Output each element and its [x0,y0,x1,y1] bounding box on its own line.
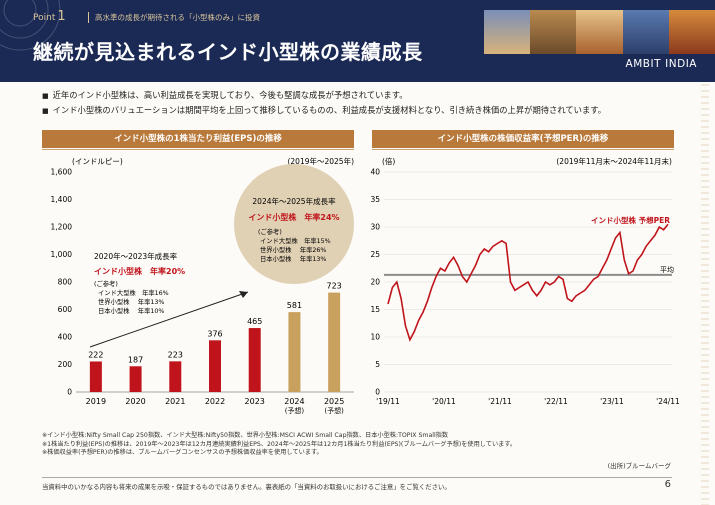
growth-box1-line: 日本小型株 年率10% [98,306,164,315]
per-y-tick-label: 20 [370,278,380,287]
eps-bar [248,328,261,392]
growth-box2-bubble [234,164,354,284]
per-y-tick-label: 40 [370,168,380,177]
growth-box2-highlight: インド小型株 年率24% [248,212,339,222]
growth-box1-title: 2020年～2023年成長率 [94,251,178,261]
per-series-label: インド小型株 予想PER [591,215,670,225]
per-y-tick-label: 0 [375,388,380,397]
eps-x-tick-label: 2019 [86,397,106,406]
bullet-item: 近年のインド小型株は、高い利益成長を実現しており、今後も堅調な成長が予想されてい… [42,88,606,103]
eps-bar-value-label: 376 [207,329,222,338]
header-photo-strip [484,10,715,54]
per-x-tick-label: '23/11 [600,397,624,406]
growth-box1-highlight: インド小型株 年率20% [94,266,185,276]
per-x-tick-label: '20/11 [432,397,456,406]
per-average-label: 平均 [660,265,674,274]
eps-x-tick-label: 2023 [245,397,265,406]
eps-x-tick-label: 2022 [205,397,225,406]
eps-bar [169,361,182,392]
eps-bar-value-label: 581 [287,301,302,310]
footnotes: ※インド小型株:Nifty Small Cap 250指数、インド大型株:Nif… [42,432,516,458]
eps-unit-label: (インドルピー) [72,157,123,166]
per-header-rule [372,149,674,150]
eps-chart-header: インド小型株の1株当たり利益(EPS)の推移 [42,130,354,148]
brand-logo: AMBIT INDIA [625,58,697,70]
mandala-pattern [0,0,61,51]
per-x-tick-label: '21/11 [488,397,512,406]
eps-x-tick-label: (予想) [285,406,305,415]
growth-box2-ref: (ご参考) [258,227,282,236]
growth-box2-title: 2024年～2025年成長率 [252,196,336,206]
growth-box2-line: インド大型株 年率15% [260,236,331,245]
per-y-tick-label: 30 [370,223,380,232]
eps-bar-value-label: 223 [168,350,183,359]
per-chart-header: インド小型株の株価収益率(予想PER)の推移 [372,130,674,148]
eps-bar [328,292,341,392]
growth-box1-line: インド大型株 年率16% [98,288,169,297]
growth-box2-line: 日本小型株 年率13% [260,254,326,263]
eps-x-tick-label: 2020 [125,397,145,406]
footnote: ※株価収益率(予想PER)の推移は、ブルームバーグコンセンサスの予想株価収益率を… [42,449,323,456]
eps-bar [89,361,102,392]
eps-y-tick-label: 1,200 [51,223,73,232]
per-y-tick-label: 15 [370,305,380,314]
eps-bar [209,340,221,392]
bullet-list: 近年のインド小型株は、高い利益成長を実現しており、今後も堅調な成長が予想されてい… [42,88,606,118]
eps-y-tick-label: 1,600 [51,168,73,177]
growth-box1-ref: (ご参考) [94,279,118,288]
growth-box2-line: 世界小型株 年率26% [260,245,326,254]
per-y-tick-label: 35 [370,195,380,204]
eps-y-tick-label: 1,400 [51,195,73,204]
eps-bar-value-label: 723 [327,282,342,291]
page-number: 6 [664,479,671,490]
eps-header-rule [42,149,354,150]
eps-y-tick-label: 400 [58,333,73,342]
source-note: (出所)ブルームバーグ [607,462,671,470]
per-x-tick-label: '24/11 [656,397,680,406]
eps-bar-value-label: 465 [247,317,262,326]
page-title: 継続が見込まれるインド小型株の業績成長 [33,40,423,64]
eps-bar-chart: (インドルピー) (2019年～2025年) 0 200 400 600 800 1,00… [51,156,355,415]
eps-period-label: (2019年～2025年) [287,156,354,166]
per-y-tick-label: 10 [370,333,380,342]
eps-y-tick-label: 800 [58,278,73,287]
per-x-tick-label: '22/11 [544,397,568,406]
eps-y-tick-label: 200 [58,360,73,369]
per-line-chart: (倍) (2019年11月末～2024年11月末) 0 5 10 15 20 25 30 35… [370,156,680,406]
per-unit-label: (倍) [382,156,395,166]
eps-x-tick-label: 2024 [284,397,304,406]
eps-y-tick-label: 0 [67,388,72,397]
eps-bar-value-label: 222 [88,350,103,359]
eps-bar [288,312,301,392]
header-banner: Point 1 高水準の成長が期待される「小型株のみ」に投資 継続が見込まれるイン… [0,0,715,82]
eps-bar-value-label: 187 [128,355,143,364]
growth-arrow-head [239,291,248,298]
eps-y-tick-label: 600 [58,305,73,314]
eps-x-tick-label: 2021 [165,397,185,406]
growth-box1-line: 世界小型株 年率13% [98,297,164,306]
per-period-label: (2019年11月末～2024年11月末) [556,156,672,166]
per-series-line [387,223,669,342]
per-x-tick-label: '19/11 [376,397,400,406]
per-y-tick-label: 5 [375,360,380,369]
decorative-dots [701,0,709,505]
disclaimer: 当資料中のいかなる内容も将来の成果を示唆・保証するものではありません。裏表紙の「… [42,477,672,491]
eps-y-tick-label: 1,000 [51,250,73,259]
footnote: ※1株当たり利益(EPS)の推移は、2019年～2023年は12カ月連続実績利益… [42,440,517,448]
bullet-item: インド小型株のバリュエーションは期間平均を上回って推移しているものの、利益成長が… [42,103,606,118]
eps-x-tick-label: 2025 [324,397,344,406]
point-label: Point 1 [33,9,66,24]
footnote: ※インド小型株:Nifty Small Cap 250指数、インド大型株:Nif… [42,432,449,439]
eps-x-tick-label: (予想) [324,406,344,415]
header-subtitle: 高水準の成長が期待される「小型株のみ」に投資 [88,12,260,23]
growth-arrow [89,291,249,348]
per-y-tick-label: 25 [370,250,380,259]
eps-bar [129,366,142,392]
